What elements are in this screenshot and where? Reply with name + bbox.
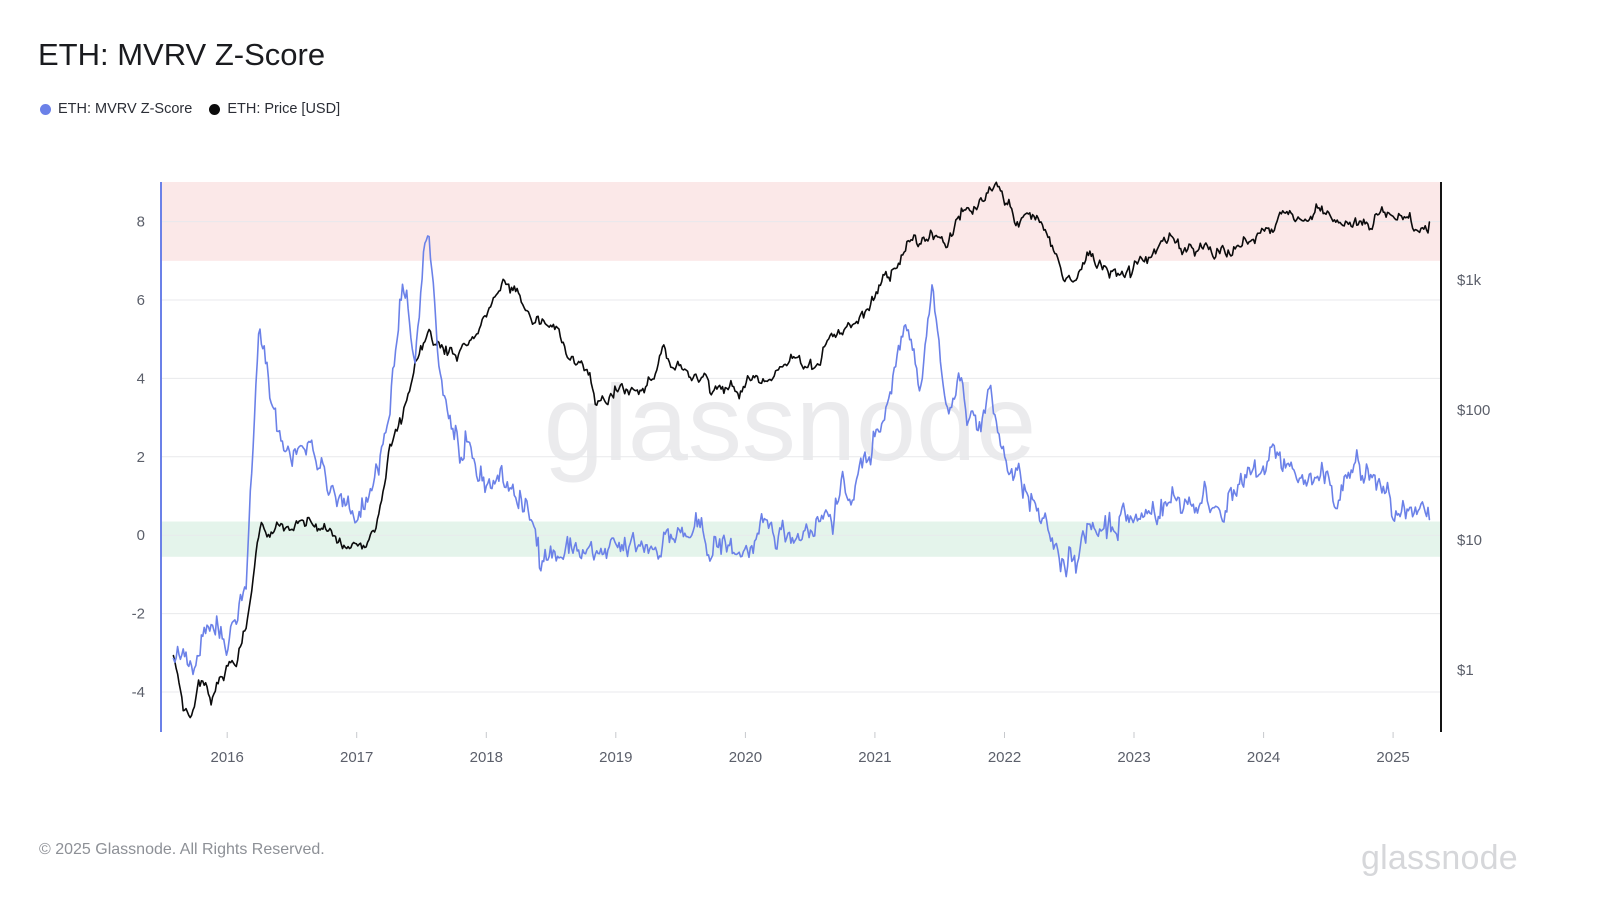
svg-text:2016: 2016	[211, 749, 244, 766]
svg-text:2020: 2020	[729, 749, 762, 766]
svg-text:$100: $100	[1457, 402, 1490, 419]
svg-text:$10: $10	[1457, 532, 1482, 549]
svg-text:0: 0	[137, 527, 145, 544]
svg-text:8: 8	[137, 214, 145, 231]
svg-text:2: 2	[137, 449, 145, 466]
svg-text:2019: 2019	[599, 749, 632, 766]
svg-text:2024: 2024	[1247, 749, 1280, 766]
svg-text:2021: 2021	[858, 749, 891, 766]
svg-text:$1k: $1k	[1457, 272, 1482, 289]
svg-text:4: 4	[137, 370, 145, 387]
svg-text:2022: 2022	[988, 749, 1021, 766]
svg-text:-2: -2	[132, 606, 145, 623]
svg-text:2017: 2017	[340, 749, 373, 766]
svg-text:2025: 2025	[1376, 749, 1409, 766]
svg-text:6: 6	[137, 292, 145, 309]
svg-text:2018: 2018	[470, 749, 503, 766]
svg-text:2023: 2023	[1117, 749, 1150, 766]
svg-text:$1: $1	[1457, 662, 1474, 679]
svg-text:-4: -4	[132, 684, 145, 701]
